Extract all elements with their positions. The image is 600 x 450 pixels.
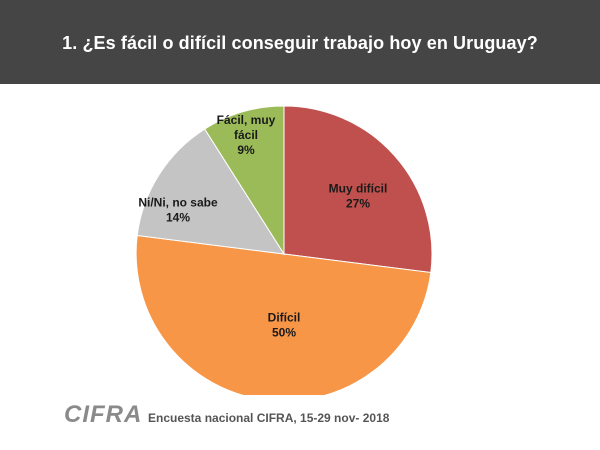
slice-value-label: 9%: [237, 143, 255, 157]
footer: CIFRA Encuesta nacional CIFRA, 15-29 nov…: [0, 395, 600, 435]
pie-slices: [135, 105, 433, 395]
pie-labels: Muy difícil 27% Difícil 50% Ni/Ni, no sabe 14…: [138, 113, 387, 340]
slice-name-label: Difícil: [268, 311, 301, 325]
pie-slice-fácil-muy-fácil: [204, 105, 285, 256]
slice-value-label: 14%: [166, 211, 190, 225]
slice-value-label: 50%: [272, 326, 296, 340]
chart-title: 1. ¿Es fácil o difícil conseguir trabajo…: [62, 32, 538, 53]
pie-slice-muy-difícil: [283, 105, 433, 274]
slice-label: Fácil, muy fácil 9%: [217, 113, 276, 157]
pie-chart: Muy difícil 27% Difícil 50% Ni/Ni, no sabe 14…: [135, 105, 433, 395]
header-banner: 1. ¿Es fácil o difícil conseguir trabajo…: [0, 0, 600, 84]
pie-slice-difícil: [135, 234, 432, 395]
slice-label: Ni/Ni, no sabe 14%: [138, 196, 218, 225]
slice-name-label: Fácil, muy: [217, 113, 276, 127]
source-note: Encuesta nacional CIFRA, 15-29 nov- 2018: [148, 411, 390, 425]
slice-value-label: 27%: [346, 197, 370, 211]
slice-name-label: Ni/Ni, no sabe: [138, 196, 218, 210]
slice-name-label: Muy difícil: [329, 182, 388, 196]
slice-label: Muy difícil 27%: [329, 182, 388, 211]
slice-name-label: fácil: [234, 128, 258, 142]
cifra-logo: CIFRA: [64, 401, 143, 428]
pie-slice-ni-ni-no-sabe: [136, 128, 285, 255]
slice-label: Difícil 50%: [268, 311, 301, 340]
